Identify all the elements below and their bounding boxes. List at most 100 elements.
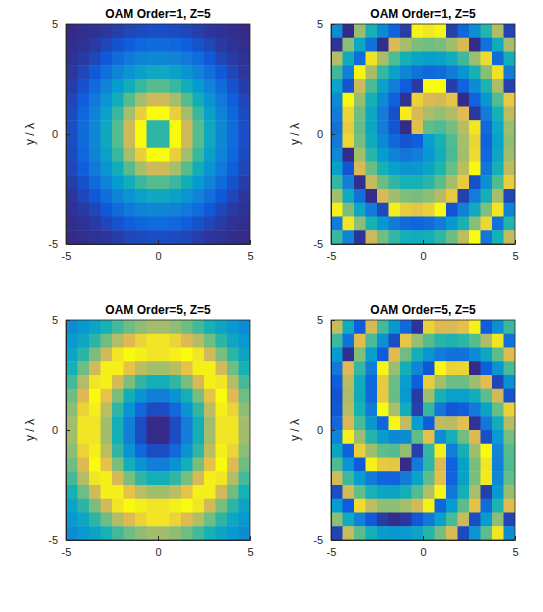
heatmap-cell (400, 38, 412, 52)
heatmap-cell (158, 203, 170, 217)
heatmap-cell (504, 38, 516, 52)
heatmap-cell (343, 361, 355, 375)
heatmap-cell (216, 513, 228, 527)
heatmap-cell (354, 320, 366, 334)
heatmap-cell (389, 348, 401, 362)
heatmap-cell (135, 134, 147, 148)
heatmap-cell (389, 526, 401, 540)
x-axis-line (67, 540, 251, 541)
heatmap-cell (170, 526, 182, 540)
heatmap-cell (446, 189, 458, 203)
heatmap-cell (112, 203, 124, 217)
heatmap-cell (354, 361, 366, 375)
heatmap-cell (170, 375, 182, 389)
y-tick-mark (331, 320, 335, 321)
heatmap-cell (204, 134, 216, 148)
heatmap-cell (377, 334, 389, 348)
heatmap-cell (492, 52, 504, 66)
heatmap-cell (239, 189, 251, 203)
heatmap-cell (181, 416, 193, 430)
heatmap-cell (181, 513, 193, 527)
heatmap-cell (158, 162, 170, 176)
heatmap-cell (423, 361, 435, 375)
heatmap-cell (400, 403, 412, 417)
heatmap-cell (458, 416, 470, 430)
heatmap-cell (89, 189, 101, 203)
heatmap-cell (389, 485, 401, 499)
y-tick: 0 (52, 424, 70, 436)
heatmap-cell (389, 471, 401, 485)
heatmap-cell (377, 134, 389, 148)
heatmap-cell (181, 79, 193, 93)
heatmap-cell (147, 320, 159, 334)
heatmap-cell (331, 93, 343, 107)
heatmap-cell (181, 134, 193, 148)
heatmap-cell (216, 458, 228, 472)
y-tick-mark (66, 430, 70, 431)
heatmap-cell (124, 79, 136, 93)
heatmap-cell (181, 120, 193, 134)
heatmap-cell (377, 444, 389, 458)
heatmap-cell (112, 24, 124, 38)
heatmap-cell (412, 175, 424, 189)
heatmap-cell (331, 334, 343, 348)
heatmap-cell (147, 416, 159, 430)
heatmap-cell (66, 416, 78, 430)
heatmap-cell (158, 52, 170, 66)
y-tick-label: -5 (313, 534, 323, 546)
heatmap-cell (204, 38, 216, 52)
heatmap-cell (193, 24, 205, 38)
heatmap-cell (193, 389, 205, 403)
heatmap-cell (400, 458, 412, 472)
heatmap-cell (239, 120, 251, 134)
heatmap-cell (377, 148, 389, 162)
heatmap-cell (227, 499, 239, 513)
heatmap-cell (343, 389, 355, 403)
heatmap-cell (147, 120, 159, 134)
heatmap-cell (343, 217, 355, 231)
heatmap-cell (101, 526, 113, 540)
heatmap-cell (239, 403, 251, 417)
heatmap-cell (227, 162, 239, 176)
heatmap-cell (147, 38, 159, 52)
heatmap-cell (124, 107, 136, 121)
heatmap-cell (135, 334, 147, 348)
heatmap-cell (66, 24, 78, 38)
x-tick-label: 0 (155, 546, 161, 558)
heatmap-cell (227, 513, 239, 527)
heatmap-cell (78, 485, 90, 499)
heatmap-cell (423, 65, 435, 79)
heatmap-cell (216, 93, 228, 107)
heatmap-cell (135, 458, 147, 472)
heatmap-cell (101, 444, 113, 458)
panel: -505-505OAM Order=5, Z=5y / λ (288, 303, 519, 558)
heatmap-cell (469, 320, 481, 334)
heatmap-cell (78, 471, 90, 485)
heatmap-cell (170, 203, 182, 217)
panel-title: OAM Order=5, Z=5 (370, 303, 476, 317)
heatmap-cell (112, 499, 124, 513)
heatmap-cell (239, 458, 251, 472)
heatmap-cell (366, 526, 378, 540)
heatmap-cell (343, 375, 355, 389)
heatmap-cell (135, 403, 147, 417)
heatmap-cell (216, 120, 228, 134)
heatmap-cell (101, 485, 113, 499)
heatmap-cell (216, 320, 228, 334)
heatmap-cell (78, 230, 90, 244)
heatmap-cell (66, 403, 78, 417)
heatmap-cell (412, 148, 424, 162)
heatmap-cell (147, 389, 159, 403)
heatmap-cell (78, 107, 90, 121)
heatmap-cell (435, 230, 447, 244)
heatmap-cell (158, 24, 170, 38)
heatmap-cell (377, 389, 389, 403)
heatmap-cell (204, 320, 216, 334)
heatmap-cell (354, 79, 366, 93)
heatmap-cell (377, 24, 389, 38)
heatmap-cell (458, 526, 470, 540)
heatmap-cell (377, 458, 389, 472)
heatmap-cell (492, 134, 504, 148)
heatmap-cell (492, 38, 504, 52)
heatmap-cell (377, 430, 389, 444)
